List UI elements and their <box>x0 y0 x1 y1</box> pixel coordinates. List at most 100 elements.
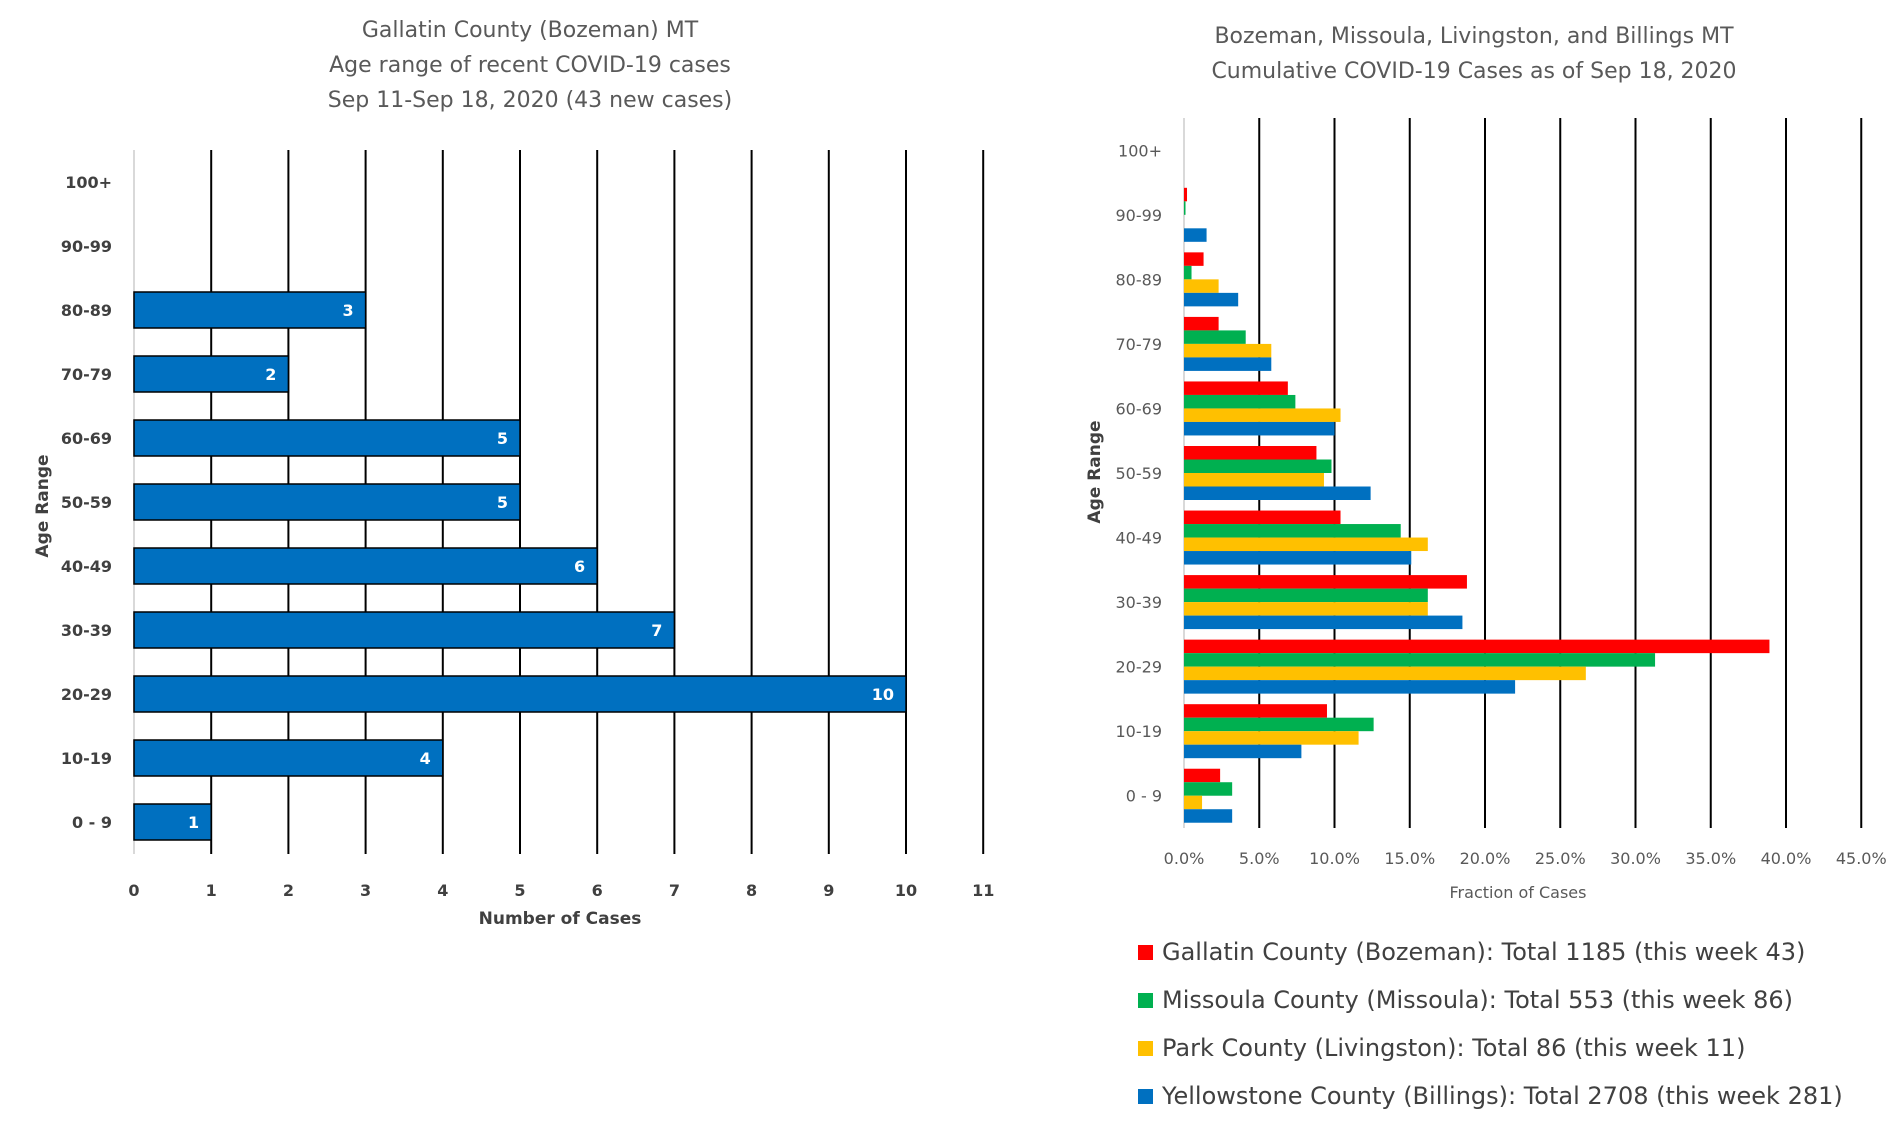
right-x-axis-title: Fraction of Cases <box>1450 883 1587 902</box>
right-x-tick-label: 35.0% <box>1685 849 1736 868</box>
left-x-tick-label: 10 <box>895 881 917 900</box>
left-title-line-2: Age range of recent COVID-19 cases <box>329 53 731 78</box>
left-y-tick-labels: 0 - 9 10-19 20-29 30-39 40-49 50-59 60-69 70-79… <box>61 173 112 832</box>
right-y-tick-label: 20-29 <box>1116 658 1163 677</box>
left-y-tick-label: 30-39 <box>61 621 112 640</box>
left-y-tick-label: 40-49 <box>61 557 112 576</box>
left-chart: Gallatin County (Bozeman) MT Age range o… <box>33 18 994 929</box>
right-bar <box>1184 524 1401 538</box>
right-y-tick-label: 30-39 <box>1116 593 1163 612</box>
right-x-tick-label: 25.0% <box>1535 849 1586 868</box>
right-bar <box>1184 343 1272 358</box>
right-x-tick-label: 30.0% <box>1610 849 1661 868</box>
right-x-tick-label: 5.0% <box>1239 849 1280 868</box>
right-chart: Bozeman, Missoula, Livingston, and Billi… <box>1085 24 1887 1110</box>
left-y-tick-label: 20-29 <box>61 685 112 704</box>
right-bar <box>1184 768 1221 783</box>
left-x-tick-label: 8 <box>746 881 757 900</box>
left-y-tick-label: 60-69 <box>61 429 112 448</box>
left-y-tick-label: 90-99 <box>61 237 112 256</box>
right-bar <box>1184 394 1296 409</box>
left-title-line-1: Gallatin County (Bozeman) MT <box>362 18 699 43</box>
right-x-tick-label: 10.0% <box>1309 849 1360 868</box>
right-bar <box>1184 292 1239 307</box>
right-bar <box>1184 446 1317 460</box>
left-x-axis-title: Number of Cases <box>479 909 642 929</box>
left-x-tick-label: 9 <box>823 881 834 900</box>
legend-swatch <box>1138 945 1153 960</box>
right-y-axis-title: Age Range <box>1085 420 1105 523</box>
right-y-tick-label: 60-69 <box>1116 399 1163 418</box>
legend-entry: Gallatin County (Bozeman): Total 1185 (t… <box>1162 938 1805 966</box>
left-x-tick-label: 1 <box>206 881 217 900</box>
right-bar <box>1184 731 1359 745</box>
left-bar <box>133 483 521 521</box>
left-bar <box>133 611 676 649</box>
left-bar <box>133 675 907 713</box>
right-bar <box>1184 615 1463 630</box>
right-bar <box>1184 357 1272 371</box>
right-y-tick-label: 10-19 <box>1116 722 1163 741</box>
right-bar <box>1184 279 1219 293</box>
right-bar <box>1184 381 1288 395</box>
left-bar <box>133 547 598 585</box>
legend-entry: Park County (Livingston): Total 86 (this… <box>1162 1034 1745 1062</box>
right-bar <box>1184 653 1656 667</box>
right-y-tick-labels: 0 - 9 10-19 20-29 30-39 40-49 50-59 60-69 70-79… <box>1116 141 1163 805</box>
right-y-tick-label: 50-59 <box>1116 464 1163 483</box>
left-x-tick-label: 5 <box>514 881 525 900</box>
left-y-tick-label: 0 - 9 <box>72 813 112 832</box>
right-y-tick-label: 80-89 <box>1116 270 1163 289</box>
left-data-label: 3 <box>342 301 353 320</box>
left-y-tick-label: 70-79 <box>61 365 112 384</box>
right-bar <box>1184 265 1192 280</box>
right-y-tick-label: 100+ <box>1118 141 1162 160</box>
right-x-tick-label: 20.0% <box>1460 849 1511 868</box>
right-bar <box>1184 782 1233 796</box>
right-bars <box>1184 187 1770 823</box>
right-y-tick-label: 40-49 <box>1116 529 1163 548</box>
right-legend: Gallatin County (Bozeman): Total 1185 (t… <box>1138 938 1843 1110</box>
right-bar <box>1184 602 1428 616</box>
legend-swatch <box>1138 1041 1153 1056</box>
left-bar <box>133 739 444 777</box>
left-y-tick-label: 10-19 <box>61 749 112 768</box>
right-bar <box>1184 510 1341 525</box>
right-bar <box>1184 795 1203 810</box>
right-bar <box>1184 744 1302 759</box>
left-data-label: 7 <box>651 621 662 640</box>
left-data-label: 4 <box>420 749 431 768</box>
left-y-tick-label: 80-89 <box>61 301 112 320</box>
right-bar <box>1184 537 1428 552</box>
right-y-tick-label: 90-99 <box>1116 206 1163 225</box>
left-data-label: 5 <box>497 493 508 512</box>
left-x-tick-label: 4 <box>437 881 448 900</box>
legend-entry: Yellowstone County (Billings): Total 270… <box>1161 1082 1843 1110</box>
left-title-line-3: Sep 11-Sep 18, 2020 (43 new cases) <box>328 88 732 113</box>
left-bar <box>133 419 521 457</box>
right-bar <box>1184 228 1207 242</box>
left-y-tick-label: 50-59 <box>61 493 112 512</box>
right-title-line-2: Cumulative COVID-19 Cases as of Sep 18, … <box>1211 59 1736 84</box>
right-x-tick-label: 0.0% <box>1164 849 1205 868</box>
right-bar <box>1184 575 1467 589</box>
right-bar <box>1184 459 1332 473</box>
left-bar <box>133 803 212 841</box>
right-y-tick-label: 70-79 <box>1116 335 1163 354</box>
left-x-tick-label: 3 <box>360 881 371 900</box>
right-bar <box>1184 639 1770 654</box>
right-bar <box>1184 717 1374 732</box>
right-bar <box>1184 704 1327 718</box>
right-bar <box>1184 187 1188 202</box>
right-bar <box>1184 330 1246 344</box>
right-x-tick-labels: 0.0% 5.0% 10.0% 15.0% 20.0% 25.0% 30.0% 35.0% 40… <box>1164 849 1887 868</box>
right-x-tick-label: 45.0% <box>1836 849 1887 868</box>
left-y-tick-label: 100+ <box>65 173 112 192</box>
legend-swatch <box>1138 1089 1153 1104</box>
left-data-labels: 1 4 10 7 6 5 5 2 3 <box>188 301 894 832</box>
right-bar <box>1184 408 1341 422</box>
left-bars <box>133 291 907 841</box>
left-x-tick-label: 2 <box>283 881 294 900</box>
right-bar <box>1184 551 1412 565</box>
